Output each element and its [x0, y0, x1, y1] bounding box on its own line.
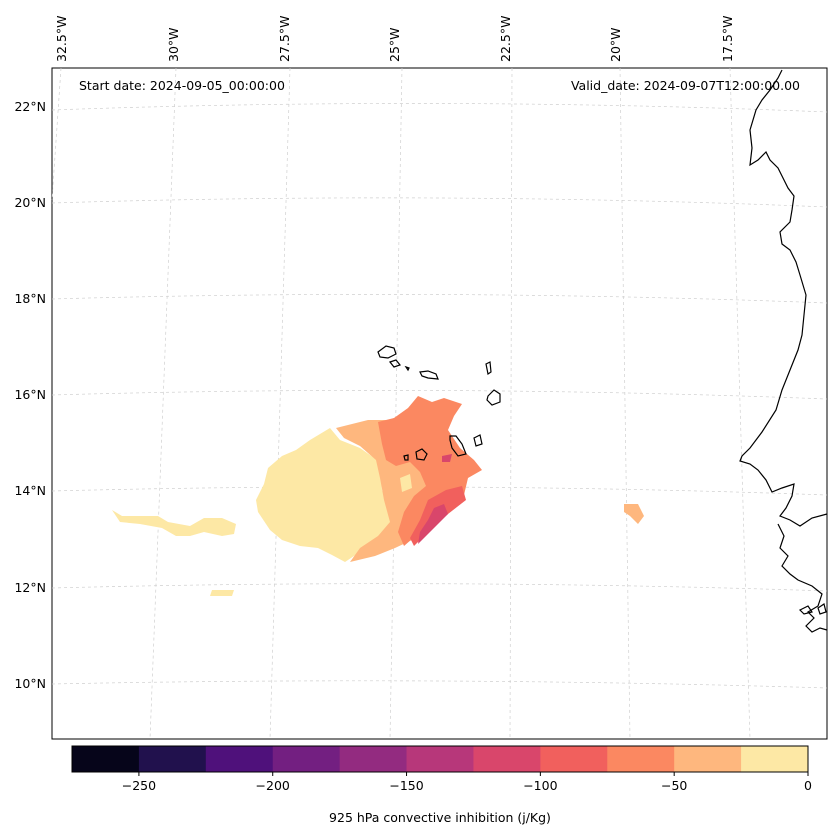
cin-plume-weak-hole: [400, 474, 412, 492]
cin-plume-max: [418, 504, 448, 544]
lon-label-30w: 30°W: [166, 27, 181, 62]
colorbar-bin: [406, 746, 474, 772]
cin-west-streak: [112, 510, 236, 536]
lat-label-22n: 22°N: [14, 99, 46, 114]
colorbar-bin: [138, 746, 207, 772]
coastlines: [377, 69, 828, 633]
start-date-label: Start date: 2024-09-05_00:00:00: [79, 78, 285, 93]
sal-island: [485, 361, 492, 375]
colorbar-label: 925 hPa convective inhibition (j/Kg): [329, 810, 551, 825]
colorbar-frame: [71, 745, 809, 773]
lat-label-16n: 16°N: [14, 387, 46, 402]
lon-label-32-5w: 32.5°W: [54, 16, 69, 62]
lon-label-20w: 20°W: [608, 27, 623, 62]
lon-label-17-5w: 17.5°W: [720, 16, 735, 62]
valid-date-label: Valid_date: 2024-09-07T12:00:00.00: [571, 78, 800, 93]
colorbar-tick-label: 0: [804, 778, 812, 793]
maio-island: [473, 434, 483, 447]
boa-vista-island: [486, 389, 501, 406]
lon-label-22-5w: 22.5°W: [498, 16, 513, 62]
colorbar-bin: [339, 746, 408, 772]
colorbar-tick-label: −200: [256, 778, 290, 793]
graticule: [51, 67, 828, 740]
cin-south-fleck: [210, 590, 234, 596]
colorbar: [71, 745, 809, 773]
latitude-labels: 22°N 20°N 18°N 16°N 14°N 12°N 10°N: [14, 99, 46, 691]
bijagos-islands: [798, 603, 827, 615]
cin-plume-max-east: [442, 454, 452, 462]
santa-luzia-island: [404, 365, 410, 372]
lat-label-14n: 14°N: [14, 483, 46, 498]
longitude-labels: 32.5°W 30°W 27.5°W 25°W 22.5°W 20°W 17.5…: [54, 16, 735, 62]
lat-label-18n: 18°N: [14, 291, 46, 306]
cin-plume-strong: [378, 396, 482, 546]
colorbar-tick-label: −100: [523, 778, 557, 793]
colorbar-bin: [674, 746, 742, 772]
santo-antao-island: [377, 345, 397, 359]
colorbar-bin: [741, 746, 809, 772]
colorbar-bin: [473, 746, 541, 772]
africa-coastline: [739, 69, 828, 527]
lat-label-12n: 12°N: [14, 580, 46, 595]
fogo-island: [415, 448, 428, 461]
colorbar-ticks: −250 −200 −150 −100 −50 0: [122, 772, 812, 793]
colorbar-bin: [272, 746, 341, 772]
lat-label-10n: 10°N: [14, 676, 46, 691]
santiago-island: [449, 435, 467, 457]
lon-label-25w: 25°W: [387, 27, 402, 62]
africa-coastline-south: [777, 523, 828, 633]
colorbar-bin: [540, 746, 608, 772]
cin-plume-weak: [256, 428, 395, 562]
colorbar-bin: [72, 746, 140, 772]
sao-nicolau-island: [419, 370, 439, 380]
sao-vicente-island: [388, 359, 402, 368]
lat-label-20n: 20°N: [14, 195, 46, 210]
colorbar-bin: [607, 746, 675, 772]
colorbar-tick-label: −50: [661, 778, 687, 793]
colorbar-tick-label: −150: [389, 778, 423, 793]
brava-island: [403, 454, 409, 461]
cin-contours: [112, 396, 644, 596]
cin-east-fleck: [624, 504, 644, 524]
colorbar-bin: [205, 746, 274, 772]
lon-label-27-5w: 27.5°W: [277, 16, 292, 62]
colorbar-tick-label: −250: [122, 778, 156, 793]
